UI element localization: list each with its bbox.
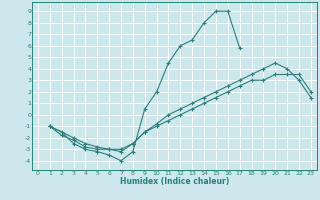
X-axis label: Humidex (Indice chaleur): Humidex (Indice chaleur): [120, 177, 229, 186]
